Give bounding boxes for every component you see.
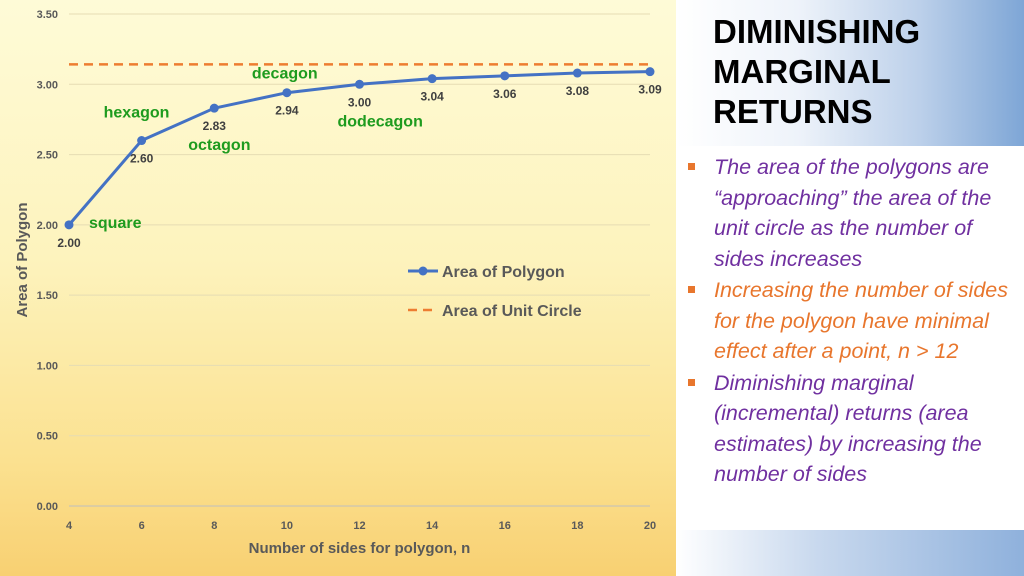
data-point bbox=[572, 68, 582, 78]
x-tick-label: 16 bbox=[499, 520, 511, 532]
x-tick-label: 20 bbox=[644, 520, 656, 532]
gridlines bbox=[69, 13, 650, 507]
bullet-list: The area of the polygons are “approachin… bbox=[686, 152, 1016, 491]
legend-label: Area of Unit Circle bbox=[442, 303, 582, 320]
data-label: 3.09 bbox=[638, 83, 662, 97]
x-tick-label: 6 bbox=[139, 520, 145, 532]
x-tick-label: 8 bbox=[211, 520, 217, 532]
axes: 0.00 0.50 1.00 1.50 2.00 2.50 3.00 3.50 4 6 8 10 12 1… bbox=[14, 9, 656, 557]
y-tick-label: 0.50 bbox=[37, 431, 58, 443]
title-line: DIMINISHING bbox=[713, 13, 921, 50]
shape-annotation: dodecagon bbox=[338, 113, 423, 130]
data-label: 3.06 bbox=[493, 87, 517, 101]
bullet-text: The area of the polygons are “approachin… bbox=[714, 155, 992, 271]
y-tick-label: 3.50 bbox=[37, 9, 58, 21]
bullet-item: Diminishing marginal (incremental) retur… bbox=[686, 368, 1016, 490]
title-line: RETURNS bbox=[713, 93, 873, 130]
text-panel: DIMINISHING MARGINAL RETURNS The area of… bbox=[676, 0, 1024, 576]
series bbox=[64, 63, 655, 230]
y-tick-label: 3.00 bbox=[37, 79, 58, 91]
square-bullet-icon bbox=[688, 163, 695, 170]
bullet-item: Increasing the number of sides for the p… bbox=[686, 275, 1016, 367]
data-point bbox=[500, 71, 510, 81]
shape-annotation: octagon bbox=[188, 137, 250, 154]
data-point bbox=[137, 136, 147, 146]
legend-marker-point bbox=[418, 266, 428, 276]
data-label: 2.00 bbox=[57, 236, 81, 250]
data-label: 3.08 bbox=[566, 84, 590, 98]
y-axis-title: Area of Polygon bbox=[14, 202, 31, 317]
decorative-footer-bar bbox=[676, 530, 1024, 576]
legend-label: Area of Polygon bbox=[442, 264, 565, 281]
x-tick-label: 12 bbox=[353, 520, 365, 532]
y-tick-label: 2.00 bbox=[37, 220, 58, 232]
title-box: DIMINISHING MARGINAL RETURNS bbox=[676, 0, 1024, 146]
data-label: 2.94 bbox=[275, 104, 299, 118]
data-label: 3.04 bbox=[420, 90, 444, 104]
data-point bbox=[355, 79, 364, 89]
data-label: 2.60 bbox=[130, 152, 154, 166]
x-tick-label: 18 bbox=[571, 520, 583, 532]
y-tick-label: 1.00 bbox=[37, 360, 58, 372]
data-point bbox=[427, 74, 437, 84]
data-point bbox=[282, 88, 292, 98]
x-tick-label: 10 bbox=[281, 520, 293, 532]
square-bullet-icon bbox=[688, 378, 695, 386]
data-point bbox=[645, 67, 655, 77]
square-bullet-icon bbox=[688, 286, 695, 293]
shape-annotation: decagon bbox=[252, 66, 318, 83]
legend: Area of Polygon Area of Unit Circle bbox=[408, 264, 582, 320]
y-tick-label: 1.50 bbox=[37, 290, 58, 302]
x-tick-label: 4 bbox=[66, 520, 73, 532]
x-tick-label: 14 bbox=[426, 520, 439, 532]
slide-title: DIMINISHING MARGINAL RETURNS bbox=[713, 12, 920, 132]
data-label: 3.00 bbox=[348, 95, 372, 109]
y-tick-label: 2.50 bbox=[37, 150, 58, 162]
title-line: MARGINAL bbox=[713, 53, 891, 90]
line-chart: 0.00 0.50 1.00 1.50 2.00 2.50 3.00 3.50 4 6 8 10 12 1… bbox=[14, 9, 662, 557]
y-tick-label: 0.00 bbox=[37, 501, 58, 513]
data-labels: 2.00 2.60 2.83 2.94 3.00 3.04 3.06 3.08 3.09 squa… bbox=[57, 66, 662, 250]
shape-annotation: square bbox=[89, 215, 142, 232]
bullet-text: Increasing the number of sides for the p… bbox=[714, 278, 1008, 363]
data-label: 2.83 bbox=[203, 119, 227, 133]
shape-annotation: hexagon bbox=[104, 105, 170, 122]
data-point bbox=[209, 103, 219, 113]
data-point bbox=[64, 220, 74, 230]
bullet-item: The area of the polygons are “approachin… bbox=[686, 152, 1016, 274]
x-axis-title: Number of sides for polygon, n bbox=[249, 540, 471, 557]
chart-panel: 0.00 0.50 1.00 1.50 2.00 2.50 3.00 3.50 4 6 8 10 12 1… bbox=[0, 0, 676, 576]
bullet-text: Diminishing marginal (incremental) retur… bbox=[714, 370, 982, 487]
